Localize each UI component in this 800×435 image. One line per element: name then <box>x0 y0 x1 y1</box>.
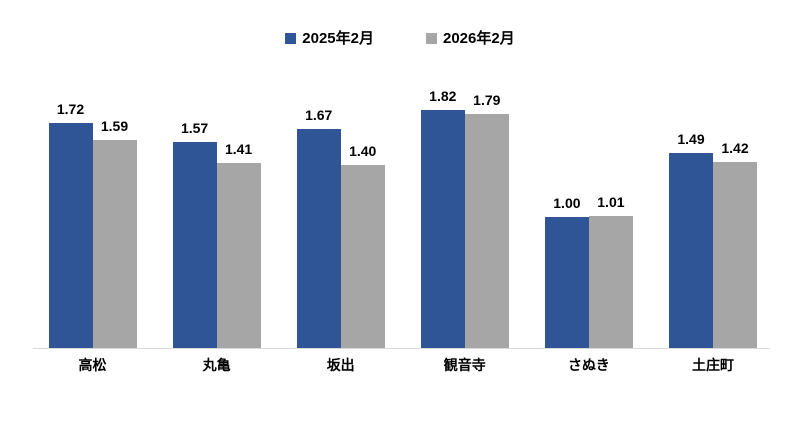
bar-series-0-土庄町 <box>669 153 713 348</box>
category-label-丸亀: 丸亀 <box>202 357 231 373</box>
value-label-series-0-さぬき: 1.00 <box>553 195 581 211</box>
bar-series-1-高松 <box>92 140 137 348</box>
x-axis-line <box>33 348 770 349</box>
bar-series-1-坂出 <box>340 165 385 348</box>
category-label-土庄町: 土庄町 <box>692 357 734 373</box>
bar-series-1-丸亀 <box>216 163 261 348</box>
legend-swatch-gray-icon <box>426 33 437 44</box>
category-label-さぬき: さぬき <box>568 357 610 373</box>
legend-swatch-blue-icon <box>285 33 297 44</box>
value-label-series-1-坂出: 1.40 <box>349 143 377 159</box>
bar-series-0-高松 <box>48 123 93 348</box>
value-label-series-1-観音寺: 1.79 <box>473 92 501 108</box>
value-label-series-0-観音寺: 1.82 <box>429 88 457 104</box>
value-label-series-1-さぬき: 1.01 <box>597 194 625 210</box>
value-label-series-0-丸亀: 1.57 <box>180 120 209 136</box>
value-label-series-1-土庄町: 1.42 <box>721 140 749 156</box>
legend-item-2026-02[interactable]: 2026年2月 <box>426 31 515 46</box>
value-label-series-1-丸亀: 1.41 <box>224 141 253 157</box>
bar-series-1-土庄町 <box>713 162 757 348</box>
legend-item-2025-02[interactable]: 2025年2月 <box>285 31 374 46</box>
chart-legend: 2025年2月 2026年2月 <box>0 31 800 46</box>
legend-label-2026-02: 2026年2月 <box>443 30 515 47</box>
category-label-観音寺: 観音寺 <box>443 357 486 373</box>
bar-series-0-丸亀 <box>172 142 217 348</box>
value-label-series-0-土庄町: 1.49 <box>677 131 705 147</box>
bar-series-0-観音寺 <box>420 110 465 348</box>
category-label-坂出: 坂出 <box>326 357 355 373</box>
bar-series-0-さぬき <box>544 217 589 348</box>
value-label-series-0-高松: 1.72 <box>56 101 85 117</box>
category-label-高松: 高松 <box>78 357 107 373</box>
bar-series-0-坂出 <box>296 129 341 348</box>
bar-series-1-さぬき <box>588 216 633 348</box>
plot-area: 1.72 1.59 1.57 1.41 1.67 1.40 1.82 1.79 1.00 1.01… <box>33 88 770 349</box>
value-label-series-1-高松: 1.59 <box>100 118 129 134</box>
bar-series-1-観音寺 <box>464 114 509 348</box>
value-label-series-0-坂出: 1.67 <box>305 107 333 123</box>
legend-label-2025-02: 2025年2月 <box>302 30 374 47</box>
